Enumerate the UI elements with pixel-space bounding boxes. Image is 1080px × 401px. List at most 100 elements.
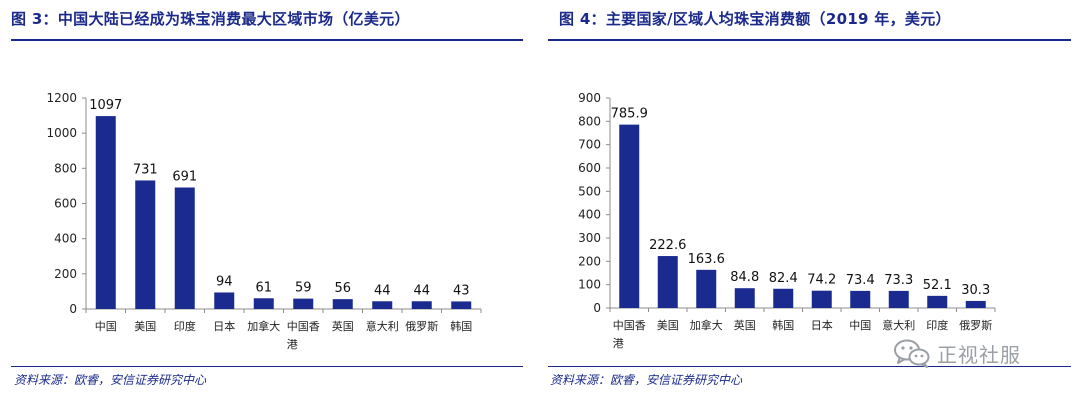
category-label-line: 意大利 bbox=[366, 319, 399, 333]
category-label-line: 印度 bbox=[926, 318, 948, 332]
category-label-line: 加拿大 bbox=[690, 318, 723, 332]
category-label: 意大利 bbox=[882, 318, 915, 332]
category-label: 中国香港 bbox=[613, 319, 646, 350]
figure-3-source: 资料来源：欧睿，安信证券研究中心 bbox=[14, 373, 207, 387]
figure-3-title: 图 3：中国大陆已经成为珠宝消费最大区域市场（亿美元） bbox=[11, 10, 410, 28]
category-label-line: 意大利 bbox=[882, 318, 915, 332]
data-label: 731 bbox=[133, 162, 158, 177]
category-label-line: 英国 bbox=[332, 319, 354, 333]
category-label: 英国 bbox=[332, 319, 354, 333]
data-label: 1097 bbox=[89, 98, 122, 113]
category-label: 韩国 bbox=[450, 319, 472, 333]
data-label: 44 bbox=[413, 283, 430, 298]
bar bbox=[850, 290, 871, 308]
bar bbox=[619, 124, 640, 308]
category-label: 俄罗斯 bbox=[405, 320, 438, 333]
category-label-line: 中国香 bbox=[287, 320, 320, 333]
wechat-icon bbox=[894, 339, 930, 368]
bar bbox=[214, 292, 235, 309]
bar bbox=[888, 290, 909, 308]
category-label-line: 美国 bbox=[134, 320, 156, 333]
y-tick-label: 900 bbox=[578, 91, 601, 105]
category-label-line: 印度 bbox=[174, 319, 196, 333]
y-tick-label: 400 bbox=[578, 208, 601, 222]
category-label-line: 俄罗斯 bbox=[959, 319, 992, 332]
category-label: 印度 bbox=[174, 319, 196, 333]
data-label: 84.8 bbox=[730, 270, 759, 285]
data-label: 59 bbox=[295, 281, 312, 296]
category-label: 美国 bbox=[134, 320, 156, 333]
data-label: 82.4 bbox=[769, 271, 798, 286]
figure-3-bar-chart: 0 200 400 600 800 1000 1200 1097 中国 731 美国 691 印度 94 日… bbox=[46, 91, 482, 351]
category-label: 中国香港 bbox=[287, 320, 320, 351]
data-label: 52.1 bbox=[923, 278, 952, 293]
category-label-line: 韩国 bbox=[450, 319, 472, 333]
bar bbox=[451, 301, 472, 309]
figure-4-bar-chart: 0 100 200 300 400 500 600 700 800 900 785.9 中国香港 222… bbox=[578, 91, 996, 350]
bar bbox=[734, 288, 755, 308]
y-tick-label: 400 bbox=[54, 232, 77, 246]
category-label: 俄罗斯 bbox=[959, 319, 992, 332]
category-label: 中国 bbox=[849, 319, 871, 332]
bar bbox=[411, 301, 432, 309]
bar bbox=[696, 269, 717, 308]
category-label-line: 韩国 bbox=[772, 318, 794, 332]
category-label-line: 港 bbox=[613, 337, 624, 350]
category-label-line: 英国 bbox=[734, 318, 756, 332]
y-tick-label: 800 bbox=[54, 161, 77, 175]
y-tick-label: 200 bbox=[54, 267, 77, 281]
data-label: 222.6 bbox=[649, 238, 686, 253]
watermark-text: 正视社服 bbox=[937, 342, 1021, 367]
category-label-line: 日本 bbox=[811, 318, 833, 332]
y-tick-label: 500 bbox=[578, 184, 601, 198]
category-label-line: 港 bbox=[287, 338, 298, 351]
category-label-line: 中国 bbox=[95, 320, 117, 333]
figure-4-source: 资料来源：欧睿，安信证券研究中心 bbox=[550, 373, 743, 387]
figure-4-title: 图 4：主要国家/区域人均珠宝消费额（2019 年，美元） bbox=[559, 10, 951, 28]
data-label: 43 bbox=[453, 283, 470, 298]
bar bbox=[773, 288, 794, 308]
y-tick-label: 800 bbox=[578, 114, 601, 128]
bar bbox=[657, 256, 678, 308]
category-label: 加拿大 bbox=[690, 318, 723, 332]
category-label: 加拿大 bbox=[247, 319, 280, 333]
category-label-line: 俄罗斯 bbox=[405, 320, 438, 333]
bar bbox=[174, 187, 195, 309]
data-label: 73.4 bbox=[846, 273, 875, 288]
bar bbox=[293, 298, 314, 309]
data-label: 44 bbox=[374, 283, 391, 298]
y-tick-label: 200 bbox=[578, 254, 601, 268]
category-label: 日本 bbox=[213, 319, 235, 333]
data-label: 691 bbox=[172, 169, 197, 184]
category-label: 印度 bbox=[926, 318, 948, 332]
category-label: 韩国 bbox=[772, 318, 794, 332]
category-label-line: 美国 bbox=[657, 319, 679, 332]
category-label-line: 中国香 bbox=[613, 319, 646, 332]
bar bbox=[372, 301, 393, 309]
category-label-line: 中国 bbox=[849, 319, 871, 332]
y-tick-label: 600 bbox=[54, 197, 77, 211]
category-label: 意大利 bbox=[366, 319, 399, 333]
y-tick-label: 1200 bbox=[46, 91, 77, 105]
data-label: 163.6 bbox=[688, 252, 725, 267]
y-tick-label: 100 bbox=[578, 278, 601, 292]
data-label: 61 bbox=[255, 280, 272, 295]
data-label: 785.9 bbox=[611, 107, 648, 122]
bar bbox=[332, 299, 353, 309]
figure-3-bottom-rule bbox=[11, 366, 523, 367]
data-label: 56 bbox=[334, 281, 351, 296]
y-tick-label: 300 bbox=[578, 231, 601, 245]
y-tick-label: 0 bbox=[69, 302, 77, 316]
bar bbox=[95, 116, 116, 309]
figure-4-bottom-rule bbox=[548, 366, 1071, 367]
category-label: 美国 bbox=[657, 319, 679, 332]
data-label: 73.3 bbox=[884, 273, 913, 288]
bar bbox=[811, 290, 832, 308]
y-tick-label: 600 bbox=[578, 161, 601, 175]
y-tick-label: 0 bbox=[593, 301, 601, 315]
bar bbox=[253, 298, 274, 309]
bar bbox=[965, 300, 986, 308]
category-label-line: 加拿大 bbox=[247, 319, 280, 333]
data-label: 94 bbox=[216, 274, 233, 289]
bar bbox=[135, 180, 156, 309]
